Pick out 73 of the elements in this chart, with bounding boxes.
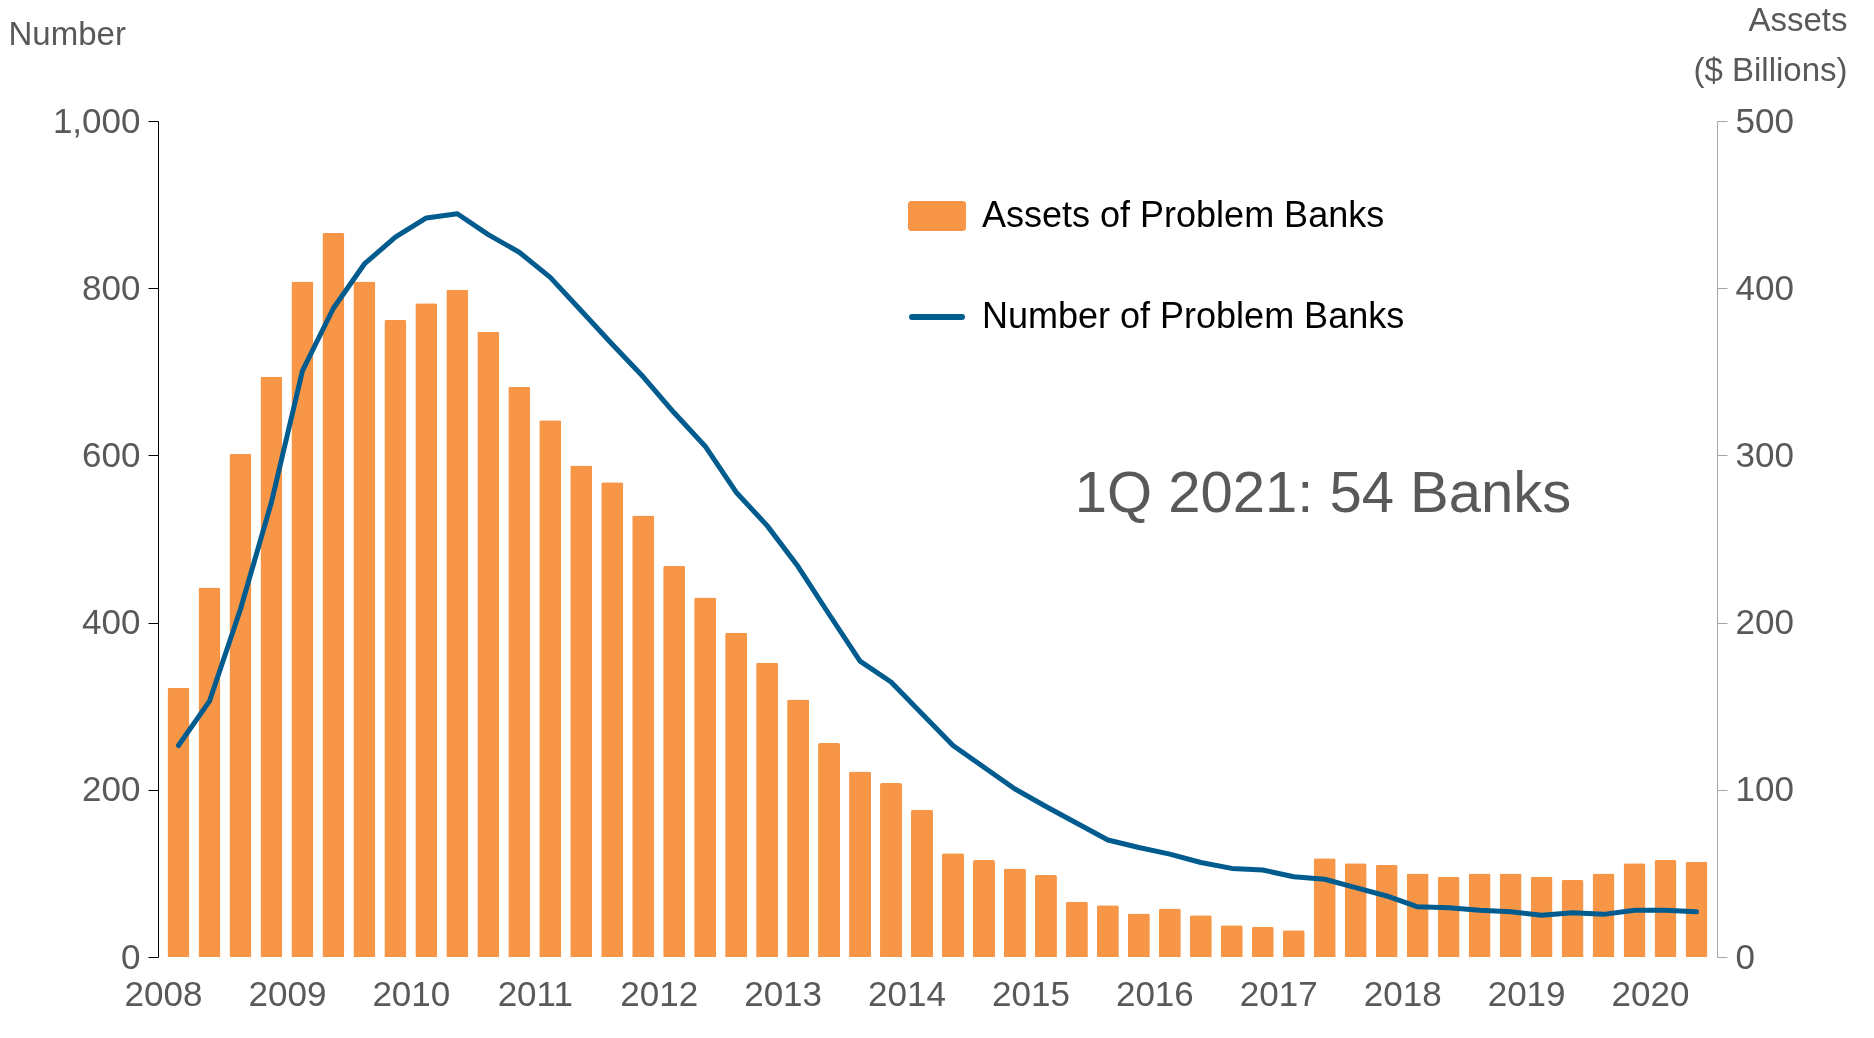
- x-tick-label: 2014: [868, 973, 946, 1013]
- bar: [632, 515, 655, 957]
- bar: [849, 771, 872, 957]
- x-tick-label: 2015: [992, 973, 1070, 1013]
- x-tick-label: 2012: [620, 973, 699, 1013]
- bar: [756, 662, 779, 957]
- x-tick-label: 2020: [1611, 973, 1690, 1013]
- bar: [1685, 861, 1708, 957]
- x-tick-label: 2010: [372, 973, 451, 1013]
- bar: [508, 386, 531, 957]
- bar: [353, 281, 376, 957]
- bar: [384, 319, 407, 957]
- bar: [229, 453, 252, 957]
- bar: [1375, 865, 1398, 957]
- bar: [941, 853, 964, 957]
- bar: [539, 420, 562, 957]
- y2-tick-label: 300: [1735, 434, 1794, 474]
- bar: [1003, 868, 1026, 957]
- bar: [1623, 863, 1646, 957]
- bar: [694, 597, 717, 957]
- bar: [787, 699, 810, 957]
- bar: [415, 303, 438, 957]
- bar: [972, 860, 995, 957]
- x-tick-label: 2019: [1487, 973, 1566, 1013]
- y2-tick-label: 100: [1735, 769, 1794, 809]
- bar: [1654, 860, 1677, 957]
- bar: [880, 783, 903, 957]
- bar: [477, 331, 500, 957]
- y-tick-label: 600: [82, 434, 141, 474]
- bar: [663, 565, 686, 957]
- legend-label: Number of Problem Banks: [982, 295, 1405, 336]
- bar: [1220, 925, 1243, 957]
- y-axis-title: Number: [8, 14, 126, 52]
- y-tick-label: 0: [121, 936, 141, 976]
- y-tick-label: 200: [82, 769, 141, 809]
- bar: [1096, 905, 1119, 957]
- bar: [1313, 858, 1336, 957]
- bar: [167, 687, 190, 957]
- y-tick-label: 1,000: [52, 100, 141, 140]
- x-tick-label: 2011: [497, 973, 573, 1013]
- bar: [291, 281, 314, 957]
- x-tick-label: 2018: [1363, 973, 1442, 1013]
- bar: [1127, 913, 1150, 957]
- bar: [601, 482, 624, 957]
- bar: [1034, 875, 1057, 957]
- bar: [198, 587, 221, 957]
- y2-tick-label: 200: [1735, 602, 1794, 642]
- bar: [1344, 863, 1367, 957]
- x-tick-label: 2008: [124, 973, 203, 1013]
- y2-tick-label: 500: [1735, 100, 1794, 140]
- x-tick-label: 2017: [1239, 973, 1318, 1013]
- bar: [260, 376, 283, 957]
- x-tick-label: 2013: [744, 973, 823, 1013]
- bar: [322, 233, 345, 957]
- x-tick-label: 2009: [248, 973, 327, 1013]
- bar: [1158, 908, 1181, 957]
- bar: [725, 632, 748, 957]
- y-tick-label: 400: [82, 602, 141, 642]
- bar: [1282, 930, 1305, 957]
- y2-tick-label: 400: [1735, 267, 1794, 307]
- annotation: 1Q 2021: 54 Banks: [1074, 459, 1572, 524]
- y-tick-label: 800: [82, 267, 141, 307]
- y2-axis-title: Assets ($ Billions): [1693, 0, 1848, 88]
- x-tick-label: 2016: [1115, 973, 1194, 1013]
- y2-tick-label: 0: [1735, 936, 1755, 976]
- bar: [446, 289, 469, 957]
- bar: [1189, 915, 1212, 957]
- legend-label: Assets of Problem Banks: [982, 194, 1385, 235]
- bar: [818, 742, 841, 957]
- bar: [1251, 926, 1274, 957]
- bar: [1065, 901, 1088, 957]
- bar: [911, 809, 934, 957]
- bar: [570, 465, 593, 957]
